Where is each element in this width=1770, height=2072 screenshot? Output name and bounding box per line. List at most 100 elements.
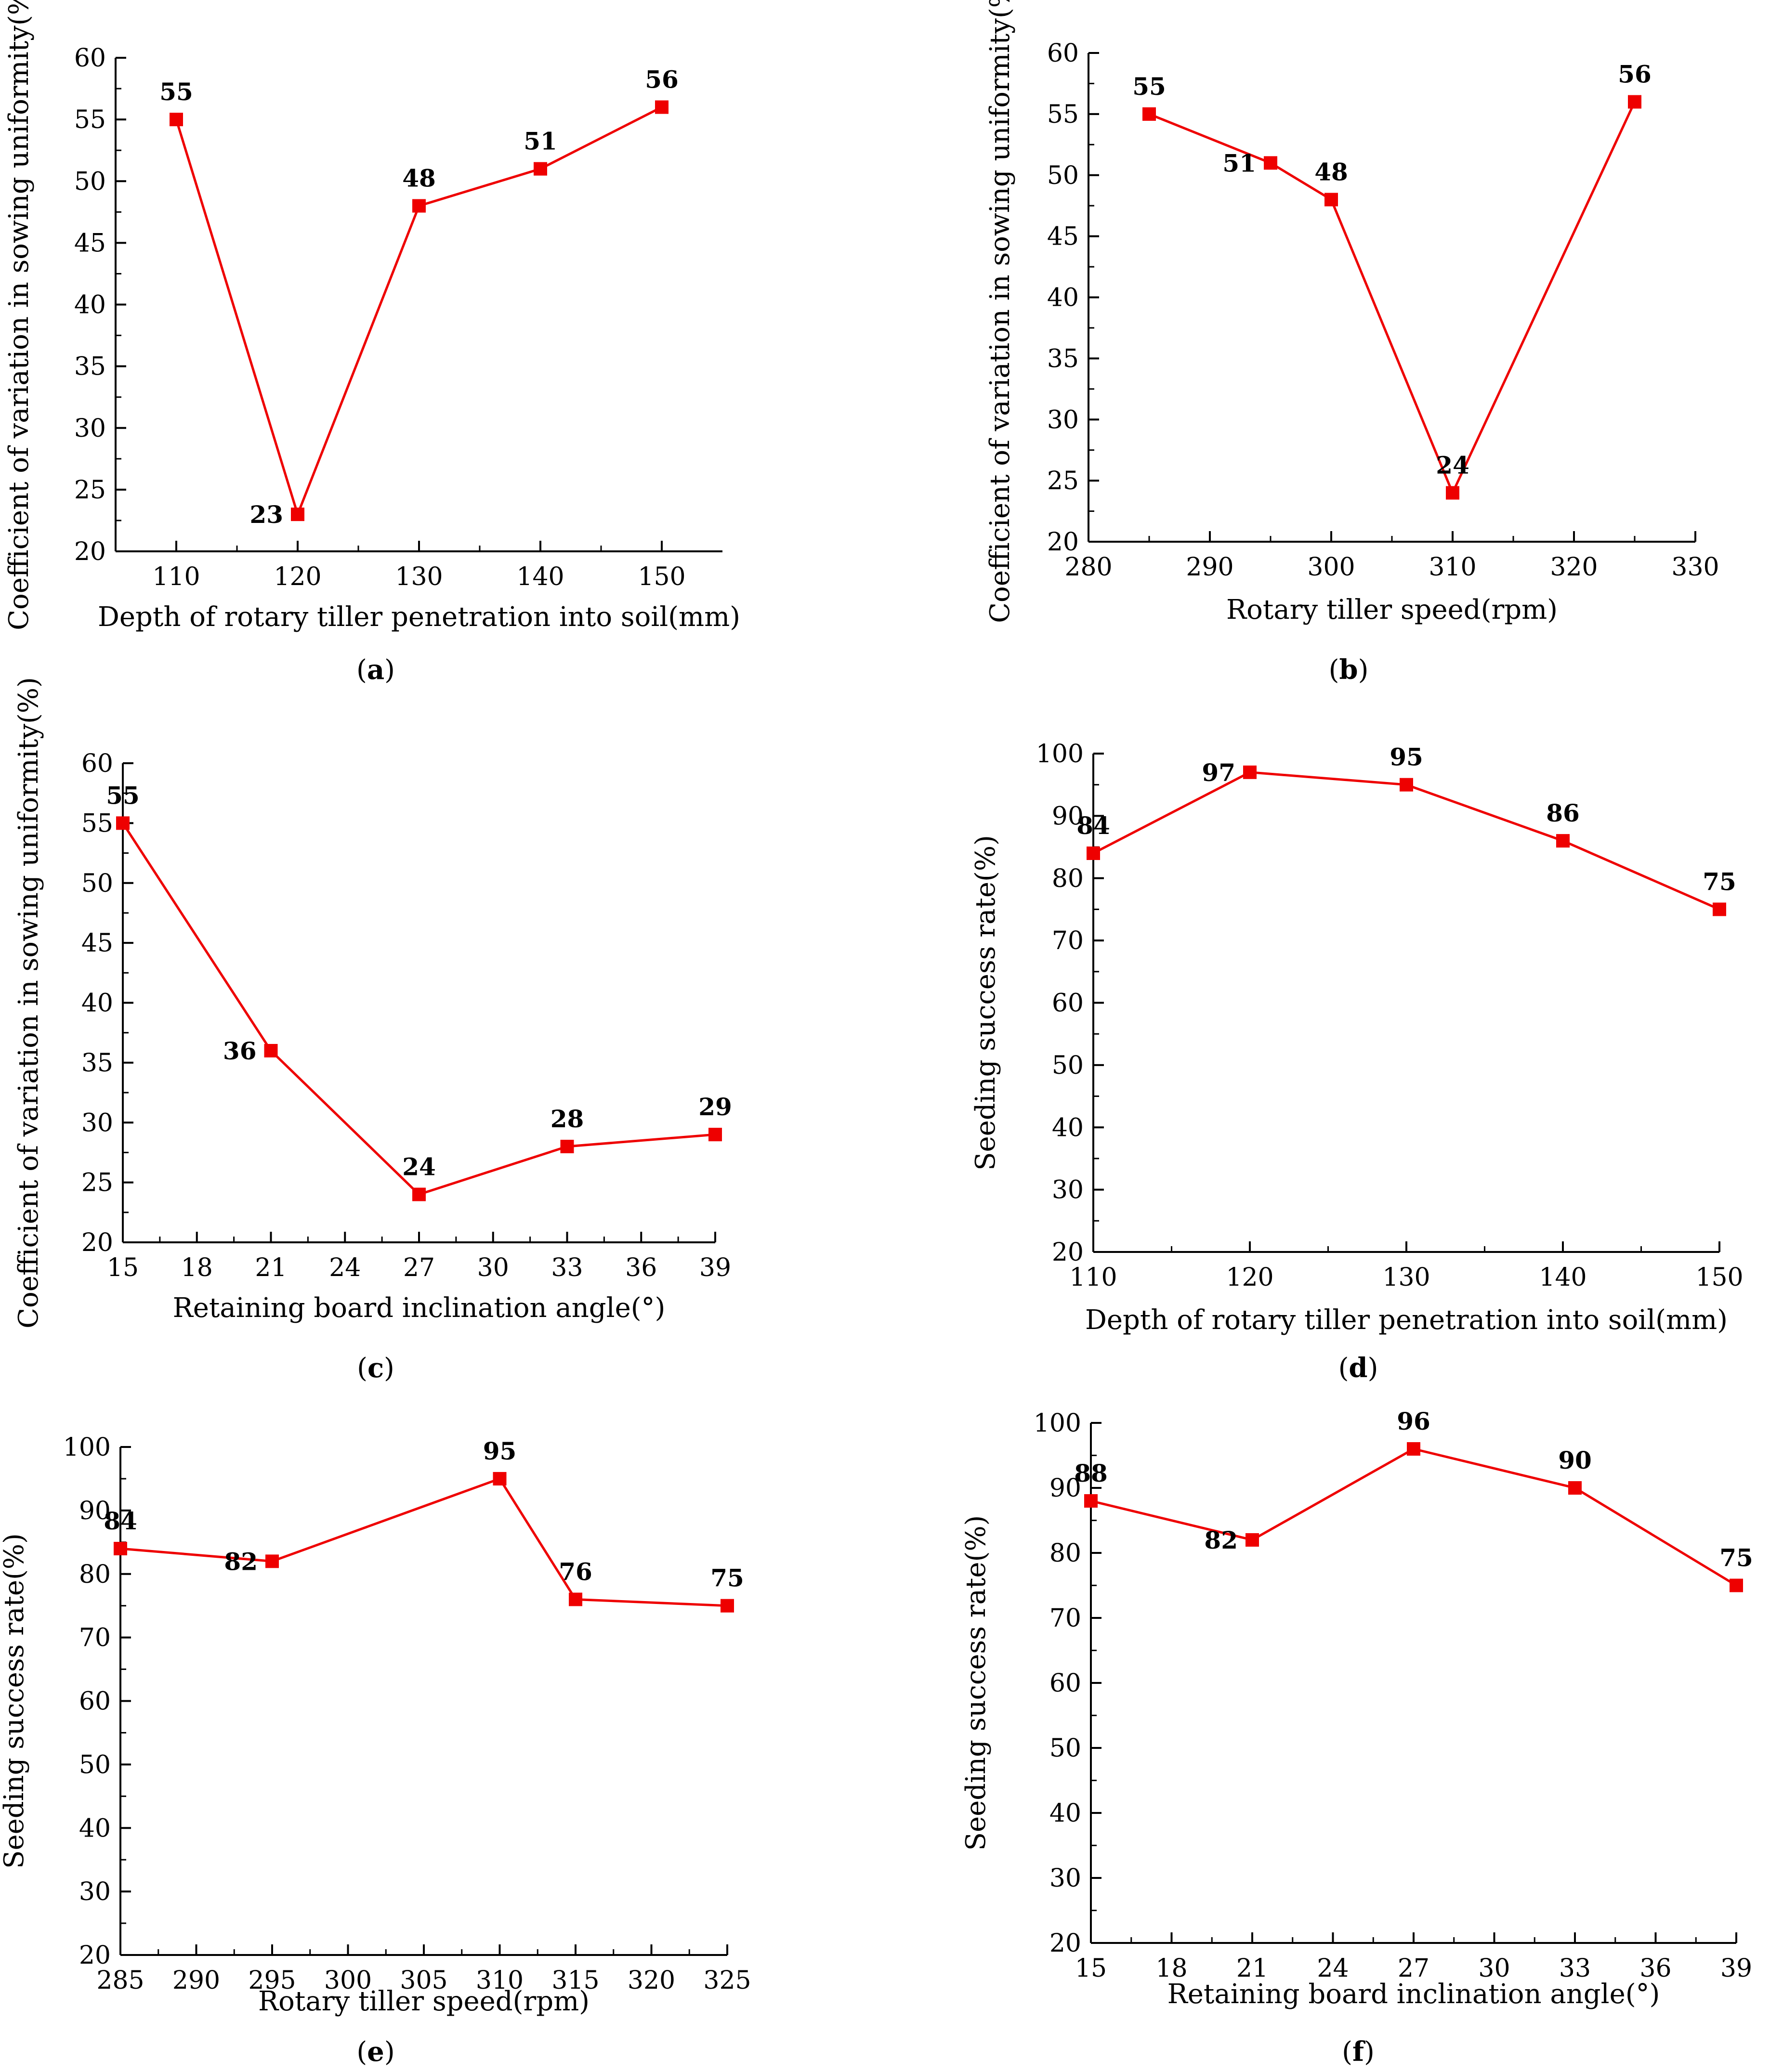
x-tick-label: 130 (1382, 1263, 1430, 1292)
y-tick-label: 100 (1034, 1409, 1081, 1438)
panel-caption: (e) (356, 2036, 394, 2068)
data-label: 84 (1076, 811, 1110, 840)
x-axis-title: Depth of rotary tiller penetration into … (98, 601, 740, 633)
x-tick-label: 21 (255, 1253, 287, 1282)
data-label: 75 (1719, 1544, 1753, 1572)
x-tick-label: 27 (1398, 1954, 1429, 1983)
x-tick-label: 130 (395, 562, 443, 591)
y-tick-label: 40 (79, 1814, 111, 1843)
y-tick-label: 30 (74, 414, 106, 443)
x-tick-label: 36 (1639, 1954, 1671, 1983)
y-tick-label: 20 (1049, 1929, 1081, 1958)
data-point (655, 100, 669, 114)
x-tick-label: 140 (516, 562, 564, 591)
panel-caption: (b) (1329, 654, 1369, 686)
y-tick-label: 60 (74, 44, 106, 73)
panel-caption: (a) (356, 654, 395, 686)
y-tick-label: 50 (74, 167, 106, 196)
x-tick-label: 36 (625, 1253, 657, 1282)
data-point (1246, 1533, 1259, 1547)
data-point (264, 1044, 278, 1057)
y-tick-label: 50 (1049, 1734, 1081, 1763)
y-tick-label: 25 (81, 1169, 113, 1198)
data-label: 96 (1397, 1407, 1430, 1435)
x-tick-label: 18 (181, 1253, 213, 1282)
y-tick-label: 45 (81, 929, 113, 958)
y-tick-label: 40 (81, 989, 113, 1018)
panel-caption: (c) (357, 1352, 394, 1384)
data-label: 23 (249, 500, 283, 529)
x-tick-label: 33 (1559, 1954, 1591, 1983)
chart-f: 20 30 40 50 60 70 80 90 100 15 18 21 24 27 30 33 36 39 Ret… (960, 1407, 1753, 2068)
data-label: 95 (483, 1437, 517, 1465)
data-point (1084, 1494, 1098, 1508)
data-label: 75 (1703, 867, 1736, 896)
data-point (1400, 778, 1413, 792)
y-tick-label: 70 (1049, 1604, 1081, 1633)
data-point (493, 1472, 507, 1486)
y-tick-label: 70 (79, 1624, 111, 1653)
data-point (1142, 107, 1156, 121)
data-label: 84 (104, 1507, 137, 1535)
x-tick-label: 330 (1671, 553, 1719, 582)
x-tick-label: 120 (274, 562, 321, 591)
chart-e: 20 30 40 50 60 70 80 90 100 285 290 295 300 305 310 315… (0, 1433, 751, 2068)
x-tick-label: 30 (1478, 1954, 1510, 1983)
data-label: 28 (551, 1105, 584, 1133)
data-label: 97 (1202, 758, 1235, 787)
x-tick-label: 15 (1075, 1954, 1107, 1983)
data-label: 88 (1074, 1459, 1108, 1487)
x-tick-label: 110 (1069, 1263, 1117, 1292)
x-tick-label: 310 (476, 1966, 524, 1995)
x-tick-label: 300 (1307, 553, 1355, 582)
data-point (1087, 847, 1100, 860)
y-tick-label: 50 (1052, 1051, 1084, 1080)
x-axis-title: Rotary tiller speed(rpm) (258, 1986, 590, 2017)
chart-d: 20 30 40 50 60 70 80 90 100 110 120 130 140 150 Depth … (970, 740, 1744, 1384)
y-tick-label: 60 (1049, 1669, 1081, 1698)
panel-caption: (f) (1342, 2036, 1375, 2068)
x-tick-label: 315 (551, 1966, 599, 1995)
data-point (708, 1128, 722, 1142)
data-point (1446, 486, 1459, 500)
y-tick-label: 50 (1047, 161, 1079, 190)
y-tick-label: 40 (1049, 1799, 1081, 1828)
y-axis-title: Seeding success rate(%) (0, 1533, 30, 1869)
data-label: 29 (698, 1093, 732, 1121)
x-tick-label: 30 (477, 1253, 509, 1282)
y-tick-label: 90 (1052, 802, 1084, 831)
y-axis-title: Coefficient of variation in sowing unifo… (984, 0, 1016, 623)
data-label: 86 (1546, 799, 1580, 827)
x-tick-label: 150 (1695, 1263, 1743, 1292)
x-tick-label: 280 (1064, 553, 1112, 582)
y-axis-title: Seeding success rate(%) (970, 835, 1001, 1171)
series-line (120, 1477, 728, 1607)
x-tick-label: 15 (107, 1253, 139, 1282)
data-point (560, 1140, 574, 1153)
y-tick-label: 30 (79, 1877, 111, 1906)
data-label: 82 (1204, 1526, 1238, 1554)
x-tick-label: 110 (152, 562, 200, 591)
x-tick-label: 290 (1186, 553, 1233, 582)
data-point (1324, 193, 1338, 207)
y-tick-label: 20 (1047, 528, 1079, 557)
y-tick-label: 80 (1052, 864, 1084, 893)
x-tick-label: 310 (1429, 553, 1476, 582)
x-axis-title: Retaining board inclination angle(°) (1167, 1979, 1660, 2010)
data-point (412, 1187, 426, 1201)
y-tick-label: 60 (81, 749, 113, 778)
data-point (1264, 156, 1277, 170)
data-point (1556, 834, 1570, 848)
data-point (1243, 765, 1257, 779)
x-tick-label: 300 (324, 1966, 372, 1995)
data-label: 55 (159, 78, 193, 106)
chart-c: 20 25 30 35 40 45 50 55 60 15 18 21 24 27 30 33 36 39 Reta… (13, 677, 732, 1384)
y-tick-label: 30 (1049, 1864, 1081, 1893)
x-tick-label: 285 (96, 1966, 144, 1995)
data-point (534, 162, 547, 176)
panel-caption: (d) (1338, 1352, 1378, 1384)
y-tick-label: 90 (1049, 1474, 1081, 1503)
y-tick-label: 100 (63, 1433, 111, 1462)
data-label: 48 (1314, 158, 1348, 186)
data-point (1407, 1442, 1420, 1456)
